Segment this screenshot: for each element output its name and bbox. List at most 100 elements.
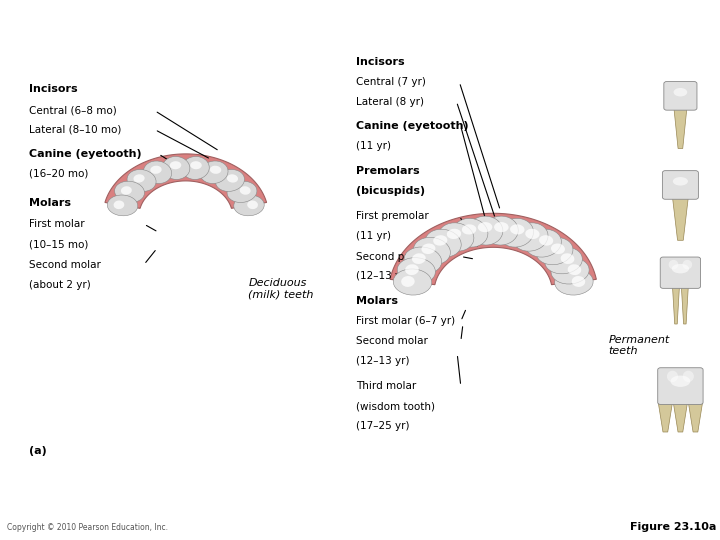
- Ellipse shape: [227, 174, 238, 183]
- Ellipse shape: [234, 195, 264, 216]
- Ellipse shape: [673, 177, 688, 186]
- Text: Molars: Molars: [29, 198, 71, 207]
- Text: (11 yr): (11 yr): [356, 231, 392, 241]
- Ellipse shape: [227, 181, 257, 202]
- Ellipse shape: [494, 222, 508, 232]
- Text: Lateral (8 yr): Lateral (8 yr): [356, 97, 424, 106]
- Ellipse shape: [210, 166, 221, 174]
- Ellipse shape: [404, 247, 441, 274]
- Ellipse shape: [539, 235, 553, 246]
- Ellipse shape: [453, 218, 488, 247]
- FancyBboxPatch shape: [664, 82, 697, 110]
- Ellipse shape: [669, 260, 678, 269]
- Ellipse shape: [670, 376, 690, 387]
- Ellipse shape: [190, 161, 202, 169]
- Ellipse shape: [127, 170, 156, 191]
- Ellipse shape: [498, 218, 534, 247]
- Text: First molar: First molar: [29, 219, 84, 229]
- Ellipse shape: [478, 222, 492, 232]
- Ellipse shape: [107, 195, 138, 216]
- Ellipse shape: [170, 161, 181, 169]
- Text: (wisdom tooth): (wisdom tooth): [356, 401, 436, 411]
- Text: First premolar: First premolar: [356, 211, 429, 221]
- Ellipse shape: [240, 186, 251, 195]
- Text: (bicuspids): (bicuspids): [356, 186, 426, 196]
- Ellipse shape: [215, 170, 245, 191]
- Ellipse shape: [551, 258, 589, 284]
- Text: Central (7 yr): Central (7 yr): [356, 77, 426, 87]
- Ellipse shape: [525, 229, 539, 239]
- Polygon shape: [672, 286, 680, 324]
- Ellipse shape: [545, 247, 582, 274]
- Ellipse shape: [672, 264, 689, 273]
- Ellipse shape: [401, 276, 415, 287]
- Text: Canine (eyetooth): Canine (eyetooth): [29, 149, 141, 159]
- Polygon shape: [674, 108, 687, 148]
- Ellipse shape: [433, 235, 447, 246]
- Ellipse shape: [150, 166, 162, 174]
- Text: (17–25 yr): (17–25 yr): [356, 421, 410, 431]
- Ellipse shape: [247, 200, 258, 209]
- Text: Incisors: Incisors: [356, 57, 405, 67]
- Ellipse shape: [114, 181, 145, 202]
- Text: Deciduous
(milk) teeth: Deciduous (milk) teeth: [248, 278, 314, 300]
- FancyBboxPatch shape: [660, 257, 701, 288]
- Text: Canine (eyetooth): Canine (eyetooth): [356, 122, 469, 131]
- Ellipse shape: [674, 88, 687, 97]
- Ellipse shape: [133, 174, 145, 183]
- Text: Permanent
teeth: Permanent teeth: [608, 335, 670, 356]
- Ellipse shape: [462, 224, 477, 234]
- Ellipse shape: [421, 244, 436, 254]
- Ellipse shape: [510, 224, 525, 234]
- Ellipse shape: [200, 161, 228, 184]
- Text: Third molar: Third molar: [356, 381, 417, 391]
- Ellipse shape: [525, 230, 562, 257]
- FancyBboxPatch shape: [662, 171, 698, 199]
- Polygon shape: [105, 154, 266, 208]
- Ellipse shape: [551, 244, 565, 254]
- Ellipse shape: [425, 230, 462, 257]
- Ellipse shape: [683, 370, 694, 382]
- FancyBboxPatch shape: [658, 368, 703, 404]
- Text: (12–13 yr): (12–13 yr): [356, 356, 410, 366]
- Text: Incisors: Incisors: [29, 84, 78, 94]
- Ellipse shape: [447, 229, 462, 239]
- Text: Second premolar: Second premolar: [356, 252, 446, 261]
- Ellipse shape: [143, 161, 171, 184]
- Ellipse shape: [438, 223, 474, 251]
- Ellipse shape: [397, 258, 436, 284]
- Ellipse shape: [162, 157, 190, 179]
- Text: Central (6–8 mo): Central (6–8 mo): [29, 106, 117, 116]
- Ellipse shape: [536, 238, 573, 265]
- Ellipse shape: [114, 200, 125, 209]
- Ellipse shape: [412, 253, 426, 264]
- Text: (a): (a): [29, 446, 47, 456]
- Text: (12–13 yr): (12–13 yr): [356, 272, 410, 281]
- Text: Molars: Molars: [356, 296, 398, 306]
- Ellipse shape: [572, 276, 585, 287]
- Text: Premolars: Premolars: [356, 166, 420, 176]
- Text: Second molar: Second molar: [356, 336, 428, 346]
- Text: Second molar: Second molar: [29, 260, 101, 269]
- Text: (10–15 mo): (10–15 mo): [29, 239, 88, 249]
- Text: Copyright © 2010 Pearson Education, Inc.: Copyright © 2010 Pearson Education, Inc.: [7, 523, 168, 532]
- Ellipse shape: [413, 238, 451, 265]
- Ellipse shape: [484, 216, 518, 245]
- Polygon shape: [681, 286, 688, 324]
- Polygon shape: [658, 402, 672, 432]
- Polygon shape: [688, 402, 703, 432]
- Text: Lateral (8–10 mo): Lateral (8–10 mo): [29, 125, 121, 134]
- Ellipse shape: [468, 216, 503, 245]
- Ellipse shape: [513, 223, 548, 251]
- Ellipse shape: [405, 264, 419, 275]
- Polygon shape: [672, 197, 688, 240]
- Ellipse shape: [667, 370, 678, 382]
- Text: (11 yr): (11 yr): [356, 141, 392, 151]
- Text: First molar (6–7 yr): First molar (6–7 yr): [356, 316, 456, 326]
- Text: (16–20 mo): (16–20 mo): [29, 169, 88, 179]
- Ellipse shape: [181, 157, 210, 179]
- Ellipse shape: [683, 260, 692, 269]
- Ellipse shape: [561, 253, 575, 264]
- Polygon shape: [390, 213, 596, 285]
- Ellipse shape: [121, 186, 132, 195]
